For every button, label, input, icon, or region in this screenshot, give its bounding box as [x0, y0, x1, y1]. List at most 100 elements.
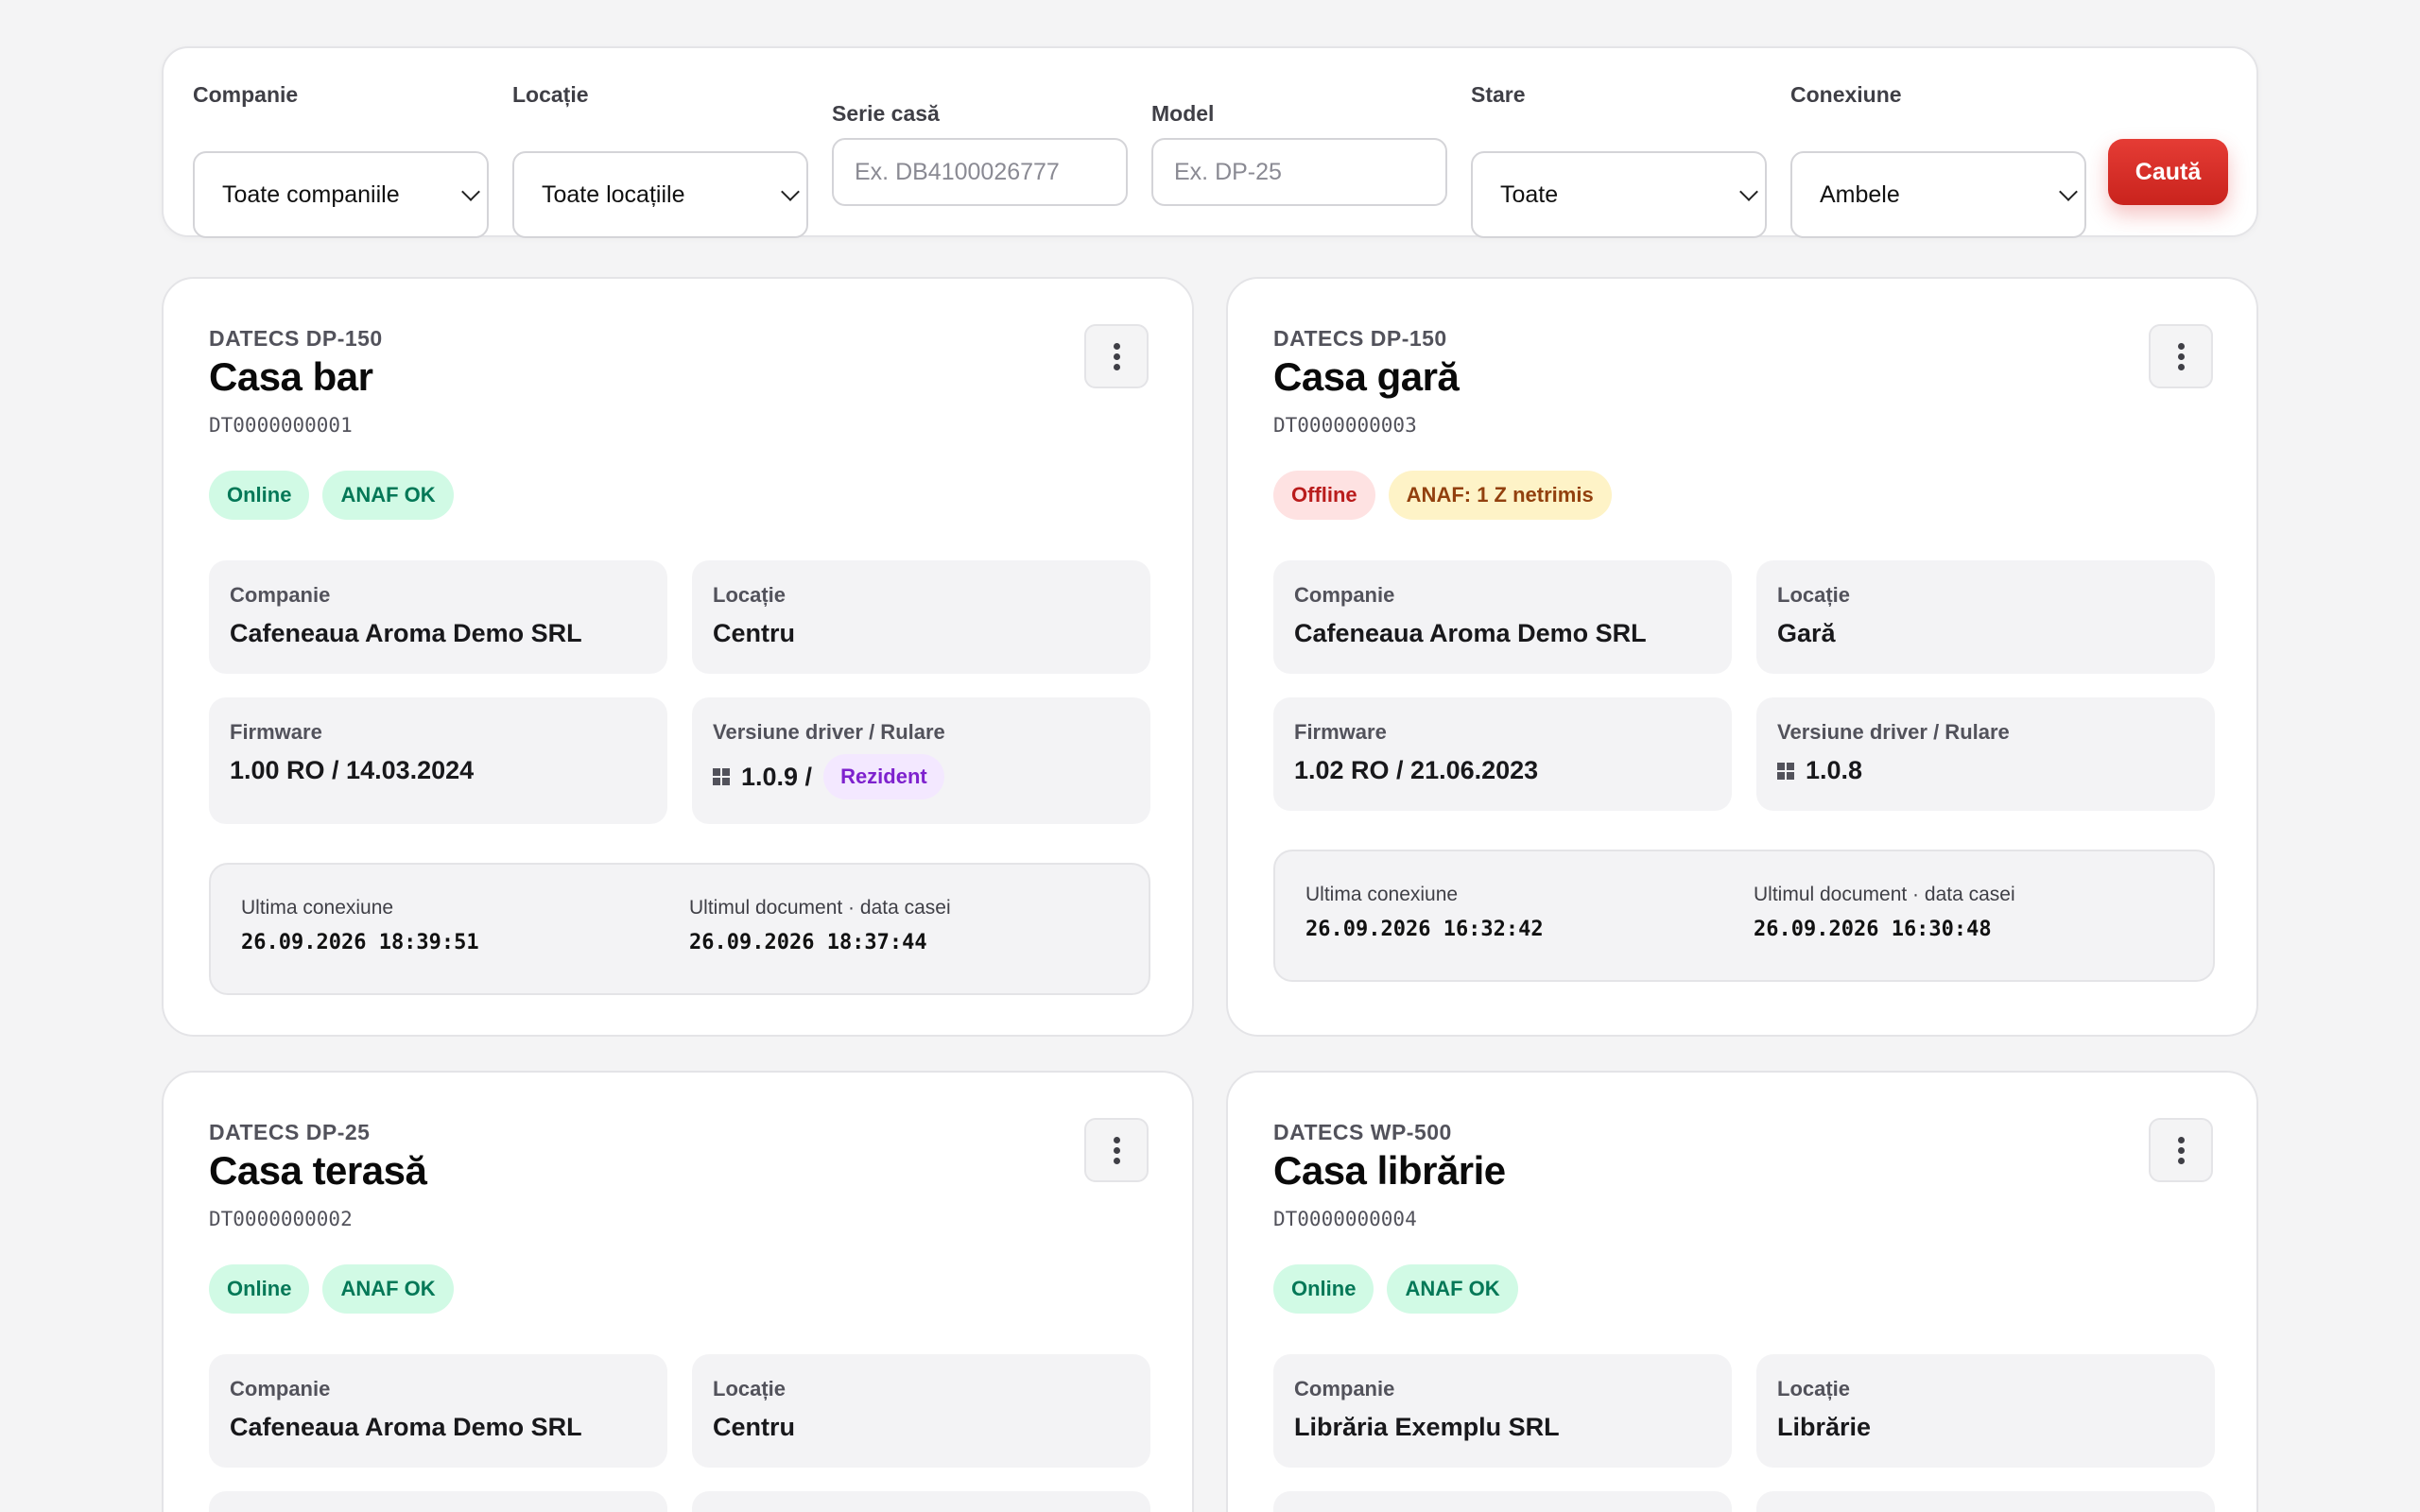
chevron-down-icon: [781, 182, 800, 201]
status-badges: Offline ANAF: 1 Z netrimis: [1273, 471, 1612, 520]
location-select-value: Toate locațiile: [542, 180, 685, 208]
driver-info: [1756, 1491, 2215, 1512]
device-model: DATECS DP-150: [209, 326, 383, 351]
chevron-down-icon: [461, 182, 480, 201]
status-badges: Online ANAF OK: [1273, 1264, 1518, 1314]
driver-info: Versiune driver / Rulare 1.0.9 / Reziden…: [692, 697, 1150, 824]
search-button[interactable]: Caută: [2108, 139, 2228, 205]
location-info: Locație Centru: [692, 1354, 1150, 1468]
firmware-info: Firmware 1.00 RO / 14.03.2024: [209, 697, 667, 824]
driver-version: 1.0.9 /: [741, 762, 813, 791]
serial-filter-label: Serie casă: [832, 101, 940, 126]
location-info-label: Locație: [1777, 583, 1851, 607]
firmware-info: [1273, 1491, 1732, 1512]
filter-bar: Companie Toate companiile Locație Toate …: [162, 46, 2258, 238]
more-options-button[interactable]: [2149, 324, 2213, 388]
windows-icon: [1777, 762, 1794, 780]
company-select-value: Toate companiile: [222, 180, 400, 208]
model-input[interactable]: Ex. DP-25: [1151, 138, 1447, 206]
device-serial: DT0000000004: [1273, 1208, 1417, 1230]
location-info-label: Locație: [713, 583, 786, 607]
last-document-label: Ultimul document · data casei: [1754, 884, 2015, 905]
last-document-value: 26.09.2026 16:30:48: [1754, 918, 1992, 941]
device-title: Casa gară: [1273, 354, 1460, 399]
status-badge: Online: [209, 1264, 310, 1314]
status-select[interactable]: Toate: [1471, 151, 1767, 238]
anaf-badge: ANAF OK: [1387, 1264, 1518, 1314]
anaf-badge: ANAF OK: [322, 471, 454, 520]
status-badge: Online: [1273, 1264, 1374, 1314]
device-card: DATECS DP-150 Casa gară DT0000000003 Off…: [1226, 277, 2258, 1037]
company-select[interactable]: Toate companiile: [193, 151, 489, 238]
model-input-placeholder: Ex. DP-25: [1174, 158, 1282, 185]
anaf-badge: ANAF: 1 Z netrimis: [1388, 471, 1612, 520]
kebab-menu-icon: [2177, 342, 2185, 350]
firmware-info-value: 1.00 RO / 14.03.2024: [230, 756, 475, 784]
last-connection-value: 26.09.2026 16:32:42: [1305, 918, 1544, 941]
location-info: Locație Gară: [1756, 560, 2215, 674]
driver-info-label: Versiune driver / Rulare: [713, 720, 945, 744]
company-info: Companie Librăria Exemplu SRL: [1273, 1354, 1732, 1468]
more-options-button[interactable]: [1084, 1118, 1149, 1182]
status-badge: Online: [209, 471, 310, 520]
kebab-menu-icon: [1113, 1136, 1120, 1143]
device-title: Casa terasă: [209, 1148, 427, 1193]
serial-input-placeholder: Ex. DB4100026777: [855, 158, 1060, 185]
device-card: DATECS WP-500 Casa librărie DT0000000004…: [1226, 1071, 2258, 1512]
location-info: Locație Librărie: [1756, 1354, 2215, 1468]
driver-version: 1.0.8: [1806, 756, 1863, 784]
model-filter-label: Model: [1151, 101, 1215, 126]
status-select-value: Toate: [1500, 180, 1559, 208]
connection-select[interactable]: Ambele: [1790, 151, 2086, 238]
firmware-info-label: Firmware: [1294, 720, 1387, 744]
last-connection-label: Ultima conexiune: [241, 897, 394, 919]
status-badges: Online ANAF OK: [209, 471, 454, 520]
location-info-value: Librărie: [1777, 1413, 1872, 1441]
company-filter: Companie Toate companiile: [193, 80, 489, 238]
device-card: DATECS DP-150 Casa bar DT0000000001 Onli…: [162, 277, 1194, 1037]
location-info-value: Centru: [713, 1413, 795, 1441]
run-mode-badge: Rezident: [823, 754, 944, 799]
firmware-info: [209, 1491, 667, 1512]
company-info-label: Companie: [1294, 1377, 1395, 1400]
driver-info-label: Versiune driver / Rulare: [1777, 720, 2010, 744]
device-serial: DT0000000002: [209, 1208, 353, 1230]
last-connection-value: 26.09.2026 18:39:51: [241, 931, 479, 954]
status-badges: Online ANAF OK: [209, 1264, 454, 1314]
connection-select-value: Ambele: [1820, 180, 1900, 208]
model-filter: Model Ex. DP-25: [1151, 99, 1447, 206]
serial-filter: Serie casă Ex. DB4100026777: [832, 99, 1128, 206]
connection-panel: Ultima conexiune 26.09.2026 18:39:51 Ult…: [209, 863, 1150, 995]
company-info-value: Cafeneaua Aroma Demo SRL: [1294, 619, 1647, 647]
firmware-info-label: Firmware: [230, 720, 322, 744]
company-info-value: Cafeneaua Aroma Demo SRL: [230, 1413, 582, 1441]
firmware-info: Firmware 1.02 RO / 21.06.2023: [1273, 697, 1732, 811]
location-filter: Locație Toate locațiile: [512, 80, 808, 238]
status-filter-label: Stare: [1471, 82, 1526, 107]
location-select[interactable]: Toate locațiile: [512, 151, 808, 238]
device-model: DATECS DP-150: [1273, 326, 1447, 351]
serial-input[interactable]: Ex. DB4100026777: [832, 138, 1128, 206]
company-info: Companie Cafeneaua Aroma Demo SRL: [1273, 560, 1732, 674]
location-info: Locație Centru: [692, 560, 1150, 674]
more-options-button[interactable]: [2149, 1118, 2213, 1182]
company-info: Companie Cafeneaua Aroma Demo SRL: [209, 1354, 667, 1468]
device-serial: DT0000000003: [1273, 414, 1417, 437]
device-title: Casa librărie: [1273, 1148, 1506, 1193]
device-card: DATECS DP-25 Casa terasă DT0000000002 On…: [162, 1071, 1194, 1512]
device-serial: DT0000000001: [209, 414, 353, 437]
firmware-info-value: 1.02 RO / 21.06.2023: [1294, 756, 1539, 784]
status-filter: Stare Toate: [1471, 80, 1767, 238]
device-model: DATECS WP-500: [1273, 1120, 1452, 1144]
more-options-button[interactable]: [1084, 324, 1149, 388]
driver-info: Versiune driver / Rulare 1.0.8: [1756, 697, 2215, 811]
driver-info: [692, 1491, 1150, 1512]
connection-panel: Ultima conexiune 26.09.2026 16:32:42 Ult…: [1273, 850, 2215, 982]
driver-info-value: 1.0.9 / Rezident: [713, 754, 944, 799]
windows-icon: [713, 768, 730, 785]
connection-filter: Conexiune Ambele: [1790, 80, 2086, 238]
chevron-down-icon: [2059, 182, 2078, 201]
device-model: DATECS DP-25: [209, 1120, 371, 1144]
anaf-badge: ANAF OK: [322, 1264, 454, 1314]
company-info: Companie Cafeneaua Aroma Demo SRL: [209, 560, 667, 674]
